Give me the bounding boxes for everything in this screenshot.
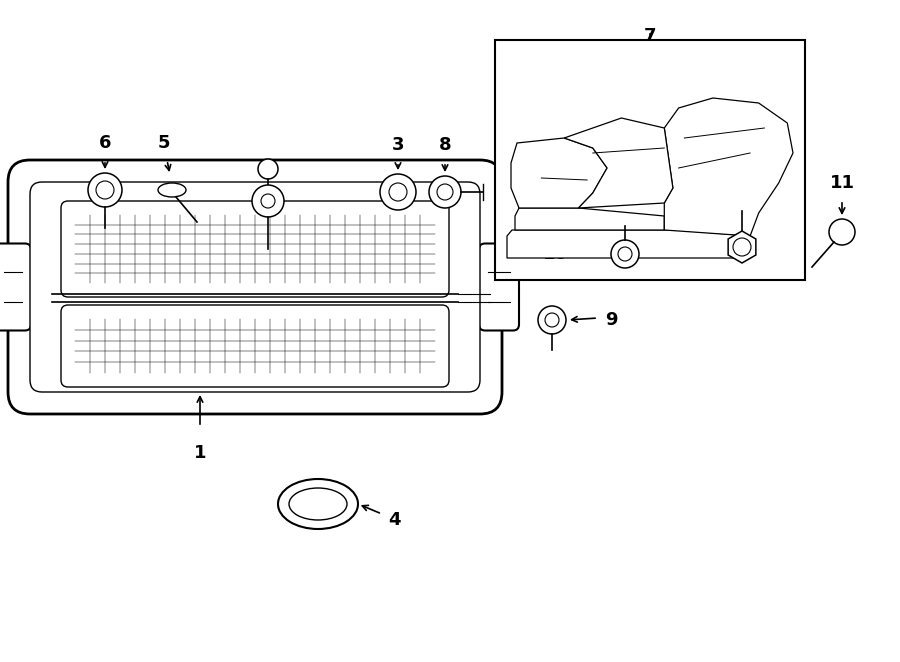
Bar: [495, 40, 805, 280]
FancyBboxPatch shape: [0, 244, 31, 330]
Polygon shape: [664, 98, 793, 236]
Text: 5: 5: [158, 134, 170, 152]
Text: 7: 7: [644, 27, 656, 45]
FancyBboxPatch shape: [8, 160, 502, 414]
Circle shape: [829, 219, 855, 245]
Circle shape: [261, 194, 275, 208]
Text: 2: 2: [262, 269, 274, 287]
FancyBboxPatch shape: [30, 182, 480, 392]
Text: 4: 4: [388, 511, 400, 529]
Circle shape: [437, 184, 453, 200]
Circle shape: [429, 176, 461, 208]
Circle shape: [252, 185, 284, 217]
Text: 10: 10: [543, 245, 568, 263]
Circle shape: [733, 238, 751, 256]
Polygon shape: [507, 230, 750, 258]
Circle shape: [96, 181, 114, 199]
Text: 12: 12: [730, 174, 754, 192]
Circle shape: [538, 306, 566, 334]
Ellipse shape: [278, 479, 358, 529]
FancyBboxPatch shape: [479, 244, 519, 330]
Polygon shape: [515, 208, 664, 230]
Text: 3: 3: [392, 136, 404, 154]
Circle shape: [258, 159, 278, 179]
Text: 8: 8: [438, 136, 451, 154]
Circle shape: [88, 173, 122, 207]
Circle shape: [380, 174, 416, 210]
Polygon shape: [564, 118, 673, 208]
Text: 1: 1: [194, 444, 206, 462]
Circle shape: [618, 247, 632, 261]
Text: 6: 6: [99, 134, 112, 152]
Circle shape: [545, 313, 559, 327]
Ellipse shape: [289, 488, 347, 520]
Ellipse shape: [158, 183, 186, 197]
Polygon shape: [511, 138, 608, 208]
Polygon shape: [728, 231, 756, 263]
FancyBboxPatch shape: [61, 305, 449, 387]
Circle shape: [611, 240, 639, 268]
Circle shape: [389, 183, 407, 201]
Text: 11: 11: [830, 174, 854, 192]
Text: 9: 9: [605, 311, 617, 329]
FancyBboxPatch shape: [61, 201, 449, 297]
